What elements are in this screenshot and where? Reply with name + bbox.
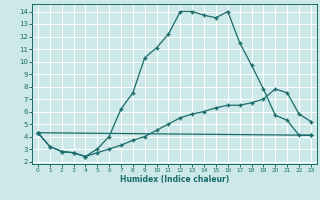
X-axis label: Humidex (Indice chaleur): Humidex (Indice chaleur) bbox=[120, 175, 229, 184]
